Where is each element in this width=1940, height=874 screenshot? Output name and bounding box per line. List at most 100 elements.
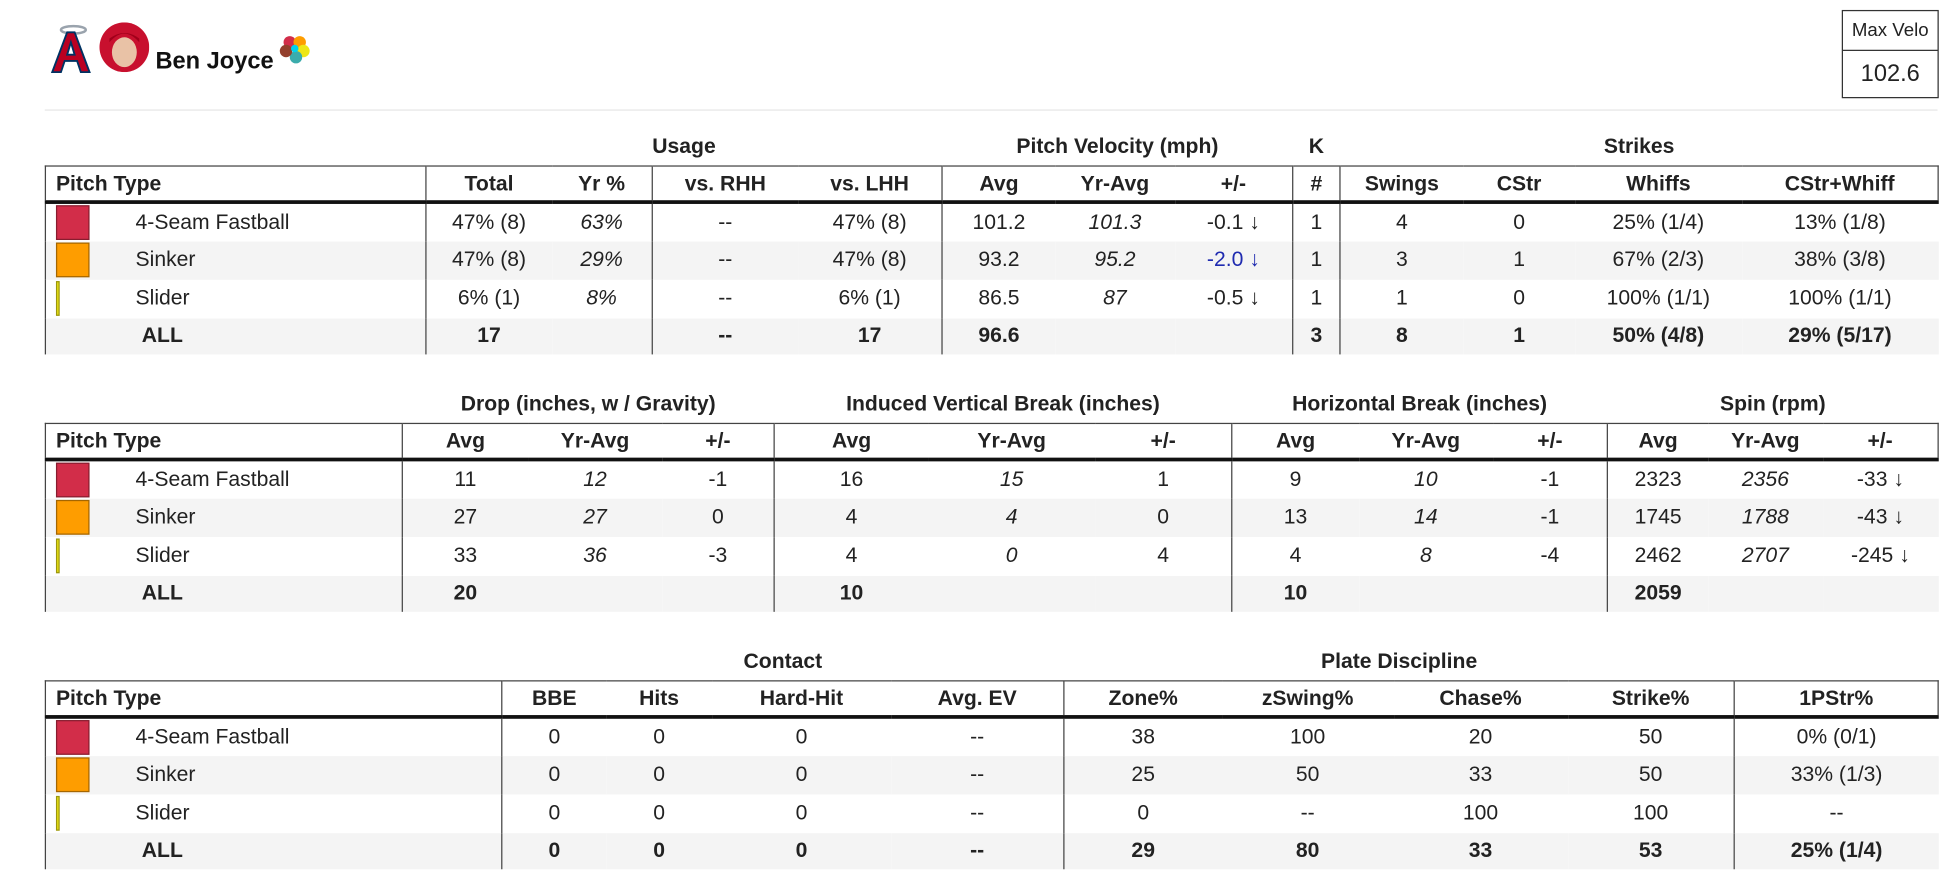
stat-cell: 10 xyxy=(1231,575,1359,612)
stat-cell: 1 xyxy=(1292,202,1341,241)
column-header: +/- xyxy=(1174,165,1293,204)
stat-cell: 67% (2/3) xyxy=(1612,247,1705,272)
pitch-swatch xyxy=(55,795,60,831)
total-row: ALL 17 -- 17 96.6 3 8 1 50% (4/8) 29% (5/17) xyxy=(44,317,1939,354)
stat-cell: 29% xyxy=(580,247,623,272)
stat-cell: 25 xyxy=(1063,755,1222,795)
divider xyxy=(44,109,1938,111)
column-header: vs. RHH xyxy=(651,165,798,204)
stat-cell: -33 ↓ xyxy=(1856,467,1904,491)
stat-cell: 1 xyxy=(1157,467,1169,491)
stat-cell: -- xyxy=(970,838,985,862)
stat-cell: -1 xyxy=(1540,467,1560,491)
pitch-name: Sinker xyxy=(135,247,196,272)
pitch-cell: Slider xyxy=(44,794,502,833)
column-header: zSwing% xyxy=(1221,680,1394,719)
column-header: +/- xyxy=(1095,422,1232,462)
stat-cell: 0 xyxy=(501,832,607,869)
pitch-swatch xyxy=(55,538,60,574)
stat-cell: -- xyxy=(970,724,985,749)
stat-cell: 1 xyxy=(1292,279,1341,318)
pitch-swatch xyxy=(55,281,60,316)
table-body: 4-Seam Fastball 0 0 0 -- 38 100 20 50 0% (0/1) Sin… xyxy=(44,716,1939,869)
stat-cell: 11 xyxy=(401,459,528,499)
stat-cell: 29% (5/17) xyxy=(1788,323,1892,347)
pitch-name: ALL xyxy=(141,838,183,862)
stat-cell: 50 xyxy=(1638,724,1663,749)
stat-cell: 1788 xyxy=(1741,504,1789,529)
pitch-swatch xyxy=(55,242,90,278)
stat-cell: 0 xyxy=(501,794,607,833)
stat-cell: 20 xyxy=(401,575,528,612)
stat-cell: 3 xyxy=(1339,240,1464,280)
pitch-row: Slider 33 36 -3 4 0 4 4 8 -4 2462 2707 -245 ↓ xyxy=(44,536,1938,576)
column-header: Pitch Type xyxy=(44,422,403,462)
pitch-mix-icon xyxy=(279,36,310,64)
column-header: Avg xyxy=(1231,422,1359,462)
stat-cell xyxy=(552,318,653,354)
column-header: Swings xyxy=(1339,165,1464,204)
stat-cell: 0 xyxy=(795,838,808,862)
column-header: Avg xyxy=(773,422,929,462)
column-header: BBE xyxy=(501,680,607,719)
column-header: +/- xyxy=(1492,422,1608,462)
table-head: Drop (inches, w / Gravity) Induced Vertic… xyxy=(44,386,1939,462)
column-header: Zone% xyxy=(1063,680,1222,719)
pitch-cell: ALL xyxy=(44,317,426,354)
stat-cell: 95.2 xyxy=(1094,247,1136,272)
stat-cell: 50 xyxy=(1638,762,1663,786)
team-logo xyxy=(50,24,91,74)
stat-cell xyxy=(1175,318,1293,354)
stat-cell xyxy=(1493,575,1607,611)
pitch-swatch xyxy=(55,719,90,755)
pitch-cell: ALL xyxy=(44,575,403,612)
pitch-name: 4-Seam Fastball xyxy=(135,467,290,491)
pitch-cell: Sinker xyxy=(44,240,426,280)
stat-cell: 0 xyxy=(653,762,665,786)
column-header: Whiffs xyxy=(1575,165,1742,204)
column-header: Strike% xyxy=(1567,680,1735,719)
stat-cell: 33 xyxy=(1468,838,1493,862)
stat-cell: -2.0 ↓ xyxy=(1206,247,1260,272)
stat-cell: 3 xyxy=(1292,317,1341,354)
group-label xyxy=(45,128,426,166)
stat-cell: 20 xyxy=(1468,724,1493,749)
stat-cell: 33 xyxy=(401,536,528,576)
pitch-name: 4-Seam Fastball xyxy=(135,209,290,234)
stat-cell: 0 xyxy=(1513,286,1525,310)
table-head: Contact Plate Discipline Pitch Type BBE Hits… xyxy=(44,643,1939,719)
column-header: CStr+Whiff xyxy=(1741,165,1939,204)
stat-cell xyxy=(1095,575,1232,611)
stat-cell: 33 xyxy=(1468,762,1493,786)
stat-cell: 0 xyxy=(501,716,607,756)
stat-cell: 100 xyxy=(1462,800,1499,825)
column-header: Yr % xyxy=(551,165,653,204)
column-header: Yr-Avg xyxy=(527,422,663,462)
group-label xyxy=(45,386,402,424)
pitch-swatch xyxy=(55,204,90,240)
column-header: Avg. EV xyxy=(891,680,1064,719)
stat-cell: 15 xyxy=(999,467,1024,491)
group-label: Contact xyxy=(743,649,823,673)
column-header: Total xyxy=(425,165,552,204)
column-header: Yr-Avg xyxy=(1358,422,1493,462)
stat-cell xyxy=(1823,575,1939,611)
column-header: Pitch Type xyxy=(44,165,426,204)
stat-cell: 87 xyxy=(1103,286,1127,310)
stat-cell: 4 xyxy=(1157,543,1169,568)
stat-cell: 25% (1/4) xyxy=(1733,832,1939,869)
pitch-row: 4-Seam Fastball 47% (8) 63% -- 47% (8) 101.2 1… xyxy=(44,202,1938,241)
column-header: Avg xyxy=(1606,422,1709,462)
total-row: ALL 20 10 10 2059 xyxy=(44,575,1939,612)
stat-cell: 1 xyxy=(1292,240,1341,280)
stat-cell: 1 xyxy=(1339,279,1464,318)
stat-cell: 17 xyxy=(857,323,882,347)
stat-cell: 25% (1/4) xyxy=(1612,209,1705,234)
group-label xyxy=(1734,643,1938,681)
stat-cell: 8% xyxy=(586,286,617,310)
stat-cell: 0 xyxy=(653,838,665,862)
stats-table: Usage Pitch Velocity (mph) K Strikes Pitch T… xyxy=(44,128,1939,354)
pitch-swatch xyxy=(55,499,90,535)
stats-table: Contact Plate Discipline Pitch Type BBE Hits… xyxy=(44,643,1939,869)
stat-cell: -- xyxy=(651,279,798,318)
